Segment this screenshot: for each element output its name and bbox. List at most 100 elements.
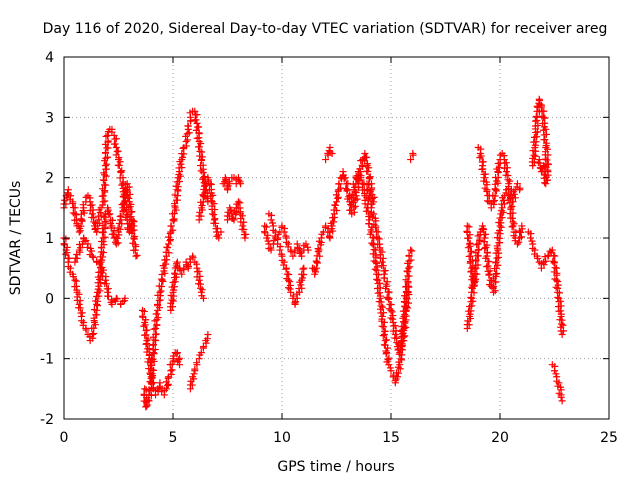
- data-point: [298, 270, 306, 278]
- data-point: [210, 216, 218, 224]
- data-point: [95, 259, 103, 267]
- data-point: [399, 307, 407, 315]
- data-point: [379, 254, 387, 262]
- data-marks: [60, 95, 567, 411]
- data-point: [100, 249, 108, 257]
- data-point: [503, 164, 511, 172]
- data-point: [322, 156, 330, 164]
- data-point: [508, 223, 516, 231]
- data-point: [328, 150, 336, 158]
- data-point: [490, 197, 498, 205]
- data-point: [130, 235, 138, 243]
- data-point: [269, 219, 277, 227]
- data-point: [329, 214, 337, 222]
- data-point: [517, 233, 525, 241]
- data-point: [385, 361, 393, 369]
- data-point: [491, 192, 499, 200]
- data-point: [489, 283, 497, 291]
- data-point: [552, 283, 560, 291]
- data-point: [475, 246, 483, 254]
- y-axis-label: SDTVAR / TECUs: [8, 181, 24, 296]
- data-point: [224, 184, 232, 192]
- data-point: [400, 333, 408, 341]
- data-point: [398, 323, 406, 331]
- data-point: [234, 204, 242, 212]
- data-point: [495, 164, 503, 172]
- data-point: [542, 155, 550, 163]
- data-point: [518, 222, 526, 230]
- data-point: [239, 222, 247, 230]
- data-point: [464, 244, 472, 252]
- data-point: [140, 322, 148, 330]
- data-point: [93, 228, 101, 236]
- data-point: [531, 141, 539, 149]
- data-point: [176, 267, 184, 275]
- data-point: [184, 136, 192, 144]
- x-tick-label: 15: [382, 430, 400, 446]
- data-point: [178, 164, 186, 172]
- data-point: [314, 245, 322, 253]
- data-point: [535, 156, 543, 164]
- data-point: [492, 270, 500, 278]
- data-point: [69, 200, 77, 208]
- data-point: [507, 205, 515, 213]
- data-point: [131, 246, 139, 254]
- data-point: [104, 153, 112, 161]
- data-point: [193, 359, 201, 367]
- data-point: [555, 379, 563, 387]
- data-point: [111, 140, 119, 148]
- data-point: [383, 336, 391, 344]
- data-point: [155, 297, 163, 305]
- data-point: [558, 320, 566, 328]
- data-point: [479, 222, 487, 230]
- data-point: [168, 360, 176, 368]
- data-point: [142, 331, 150, 339]
- data-point: [64, 189, 72, 197]
- data-point: [174, 183, 182, 191]
- data-point: [386, 300, 394, 308]
- data-point: [366, 194, 374, 202]
- data-point: [404, 288, 412, 296]
- data-point: [540, 136, 548, 144]
- data-point: [550, 259, 558, 267]
- data-point: [141, 385, 149, 393]
- data-point: [361, 150, 369, 158]
- data-point: [492, 258, 500, 266]
- data-point: [234, 174, 242, 182]
- data-point: [409, 150, 417, 158]
- data-point: [88, 252, 96, 260]
- data-point: [382, 350, 390, 358]
- data-point: [511, 194, 519, 202]
- data-point: [114, 239, 122, 247]
- data-point: [196, 272, 204, 280]
- data-point: [200, 294, 208, 302]
- data-point: [513, 180, 521, 188]
- data-point: [116, 213, 124, 221]
- data-point: [101, 197, 109, 205]
- data-point: [351, 202, 359, 210]
- data-point: [101, 213, 109, 221]
- data-point: [374, 234, 382, 242]
- data-point: [466, 259, 474, 267]
- data-point: [533, 113, 541, 121]
- data-point: [298, 284, 306, 292]
- data-point: [190, 370, 198, 378]
- data-point: [93, 219, 101, 227]
- y-tick-label: 0: [45, 291, 54, 307]
- data-point: [103, 144, 111, 152]
- data-point: [379, 309, 387, 317]
- data-point: [362, 207, 370, 215]
- data-point: [88, 331, 96, 339]
- data-point: [169, 226, 177, 234]
- data-point: [189, 254, 197, 262]
- data-point: [311, 268, 319, 276]
- data-point: [476, 237, 484, 245]
- data-point: [465, 223, 473, 231]
- data-point: [480, 170, 488, 178]
- data-point: [481, 244, 489, 252]
- data-point: [483, 263, 491, 271]
- data-point: [341, 174, 349, 182]
- data-point: [378, 322, 386, 330]
- data-point: [184, 262, 192, 270]
- data-point: [170, 283, 178, 291]
